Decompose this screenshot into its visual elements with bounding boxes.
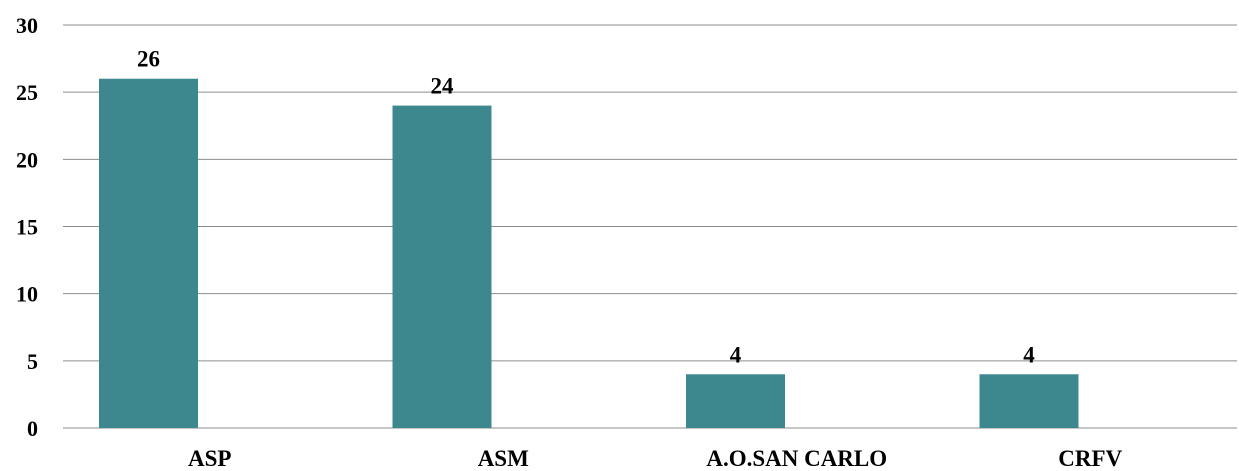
bar-crfv	[979, 374, 1079, 428]
y-tick-label: 15	[16, 215, 38, 240]
y-axis-ticks: 0 5 10 15 20 25 30	[16, 13, 38, 441]
y-tick-label: 5	[27, 349, 38, 374]
x-tick-label: CRFV	[1058, 446, 1122, 471]
data-labels: 26 24 4 4	[137, 47, 1035, 368]
x-tick-label: ASM	[478, 446, 529, 471]
y-tick-label: 30	[16, 13, 38, 38]
bars	[99, 78, 1079, 428]
bar-asp	[99, 78, 198, 428]
bar-a-o-san-carlo	[686, 374, 785, 428]
x-tick-label: A.O.SAN CARLO	[706, 446, 887, 471]
y-tick-label: 0	[27, 416, 38, 441]
gridlines	[63, 24, 1237, 429]
x-tick-label: ASP	[188, 446, 231, 471]
data-label: 4	[1023, 342, 1035, 367]
data-label: 26	[137, 47, 160, 72]
data-label: 24	[431, 74, 455, 99]
data-label: 4	[730, 342, 742, 367]
y-tick-label: 10	[16, 282, 38, 307]
y-tick-label: 25	[16, 80, 38, 105]
x-axis-labels: ASP ASM A.O.SAN CARLO CRFV	[188, 446, 1123, 471]
bar-asm	[392, 105, 492, 428]
y-tick-label: 20	[16, 147, 38, 172]
